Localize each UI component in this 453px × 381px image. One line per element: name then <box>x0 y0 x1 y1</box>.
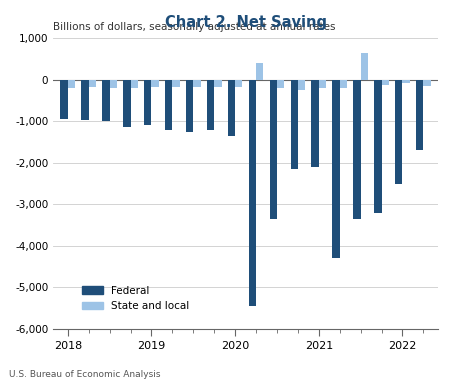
Bar <box>123 80 130 127</box>
Title: Chart 2. Net Saving: Chart 2. Net Saving <box>164 15 327 30</box>
Bar <box>402 80 410 83</box>
Bar <box>395 80 402 184</box>
Bar <box>207 80 214 130</box>
Bar <box>290 80 298 169</box>
Bar <box>110 80 117 88</box>
Bar <box>102 80 110 121</box>
Text: U.S. Bureau of Economic Analysis: U.S. Bureau of Economic Analysis <box>9 370 160 379</box>
Bar <box>256 63 263 80</box>
Bar <box>381 80 389 85</box>
Bar <box>374 80 381 213</box>
Bar <box>361 53 368 80</box>
Bar <box>186 80 193 131</box>
Bar <box>312 80 319 167</box>
Bar <box>424 80 431 86</box>
Bar <box>298 80 305 90</box>
Bar <box>165 80 172 130</box>
Bar <box>319 80 326 88</box>
Bar <box>172 80 180 87</box>
Bar <box>214 80 222 87</box>
Bar <box>144 80 151 125</box>
Legend: Federal, State and local: Federal, State and local <box>77 282 193 315</box>
Text: Billions of dollars, seasonally adjusted at annual rates: Billions of dollars, seasonally adjusted… <box>53 22 336 32</box>
Bar <box>89 80 96 87</box>
Bar <box>416 80 424 150</box>
Bar <box>151 80 159 87</box>
Bar <box>249 80 256 306</box>
Bar <box>193 80 201 87</box>
Bar <box>277 80 284 88</box>
Bar <box>235 80 242 87</box>
Bar <box>353 80 361 219</box>
Bar <box>270 80 277 219</box>
Bar <box>68 80 75 88</box>
Bar <box>60 80 68 119</box>
Bar <box>82 80 89 120</box>
Bar <box>130 80 138 88</box>
Bar <box>333 80 340 258</box>
Bar <box>228 80 235 136</box>
Bar <box>340 80 347 88</box>
